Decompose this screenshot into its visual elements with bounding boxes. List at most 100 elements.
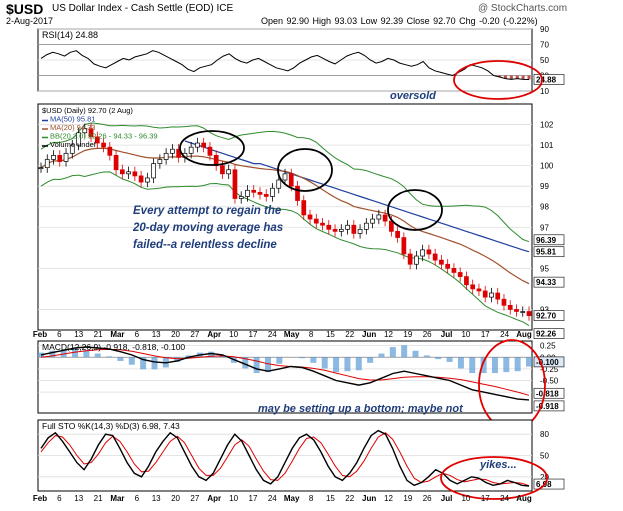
sto-tick-label: 20 xyxy=(540,473,549,482)
x-tick-label-bottom: 22 xyxy=(345,494,354,503)
price-value-label: 94.33 xyxy=(536,278,557,287)
macd-tick-label: -0.25 xyxy=(540,365,559,374)
x-tick-label-price: 13 xyxy=(74,330,83,339)
rsi-tick-label: 70 xyxy=(540,41,549,50)
macd-value-label-box xyxy=(533,387,565,399)
macd-histogram-bar xyxy=(491,357,498,374)
price-candle xyxy=(226,169,232,175)
macd-histogram-bar xyxy=(242,357,249,369)
x-tick-label-bottom: Jun xyxy=(362,494,376,503)
price-annotation-line: 20-day moving average has xyxy=(132,222,283,234)
price-candle xyxy=(119,169,125,175)
x-tick-label-price: Jun xyxy=(362,330,376,339)
price-candle xyxy=(351,224,357,234)
price-candle xyxy=(470,284,476,290)
x-tick-label-bottom: 12 xyxy=(384,494,393,503)
price-candle xyxy=(170,148,175,154)
price-candle xyxy=(332,228,338,232)
price-candle xyxy=(495,292,501,300)
price-candle xyxy=(94,136,100,144)
macd-value-label: -0.818 xyxy=(536,389,559,398)
price-candle xyxy=(501,298,507,306)
x-tick-label-price: 24 xyxy=(500,330,509,339)
macd-tick-label: -0.50 xyxy=(540,376,559,385)
x-tick-label-price: 6 xyxy=(57,330,62,339)
price-annotation-line: Every attempt to regain the xyxy=(133,205,282,217)
price-candle xyxy=(276,179,282,189)
price-candle xyxy=(482,290,488,298)
macd-histogram-bar xyxy=(526,357,532,367)
price-candle xyxy=(507,304,513,310)
x-tick-label-price: 27 xyxy=(190,330,199,339)
x-tick-label-price: 22 xyxy=(345,330,354,339)
price-candle xyxy=(163,152,169,160)
price-tick-label: 99 xyxy=(540,182,549,191)
price-value-label: 92.26 xyxy=(536,330,557,339)
price-candle xyxy=(432,253,438,261)
price-frame xyxy=(37,103,533,331)
ohlc-readout: Open 92.90 High 93.03 Low 92.39 Close 92… xyxy=(261,16,538,26)
macd-value-label-box xyxy=(533,400,565,412)
price-annotation-line: failed--a relentless decline xyxy=(133,239,277,251)
price-value-label-box xyxy=(533,246,565,258)
price-candle xyxy=(295,185,300,201)
macd-histogram-bar xyxy=(151,357,158,370)
price-candle xyxy=(69,144,75,154)
ma50-line xyxy=(184,140,530,253)
sto-tick-label: 50 xyxy=(540,452,549,461)
x-tick-label-bottom: 17 xyxy=(481,494,490,503)
price-legend-entry: Volume undef xyxy=(50,140,97,149)
x-tick-label-price: Feb xyxy=(33,330,47,339)
macd-tick-label: 0.25 xyxy=(540,342,556,351)
price-candle xyxy=(57,155,63,162)
macd-frame xyxy=(37,340,533,414)
price-candle xyxy=(288,173,294,187)
macd-histogram-bar xyxy=(94,353,101,358)
x-tick-label-price: 6 xyxy=(135,330,140,339)
price-tick-label: 98 xyxy=(540,203,549,212)
price-tick-label: 95 xyxy=(540,264,549,273)
macd-histogram-bar xyxy=(412,350,419,358)
macd-histogram-bar xyxy=(457,357,464,369)
price-candle xyxy=(363,222,369,230)
macd-histogram-bar xyxy=(355,357,362,371)
macd-histogram-bar xyxy=(435,357,442,360)
price-candle xyxy=(245,189,250,197)
price-candle xyxy=(126,171,131,175)
macd-histogram-bar xyxy=(378,353,385,358)
macd-histogram-bar xyxy=(264,357,271,373)
price-candle xyxy=(76,132,81,146)
macd-histogram-bar xyxy=(333,357,340,373)
price-candle xyxy=(451,268,457,273)
price-value-label: 92.70 xyxy=(536,312,557,321)
price-candle xyxy=(238,196,244,199)
price-candle xyxy=(151,163,156,179)
macd-histogram-bar xyxy=(423,355,430,358)
price-candle xyxy=(301,200,307,216)
rsi-legend: RSI(14) 24.88 xyxy=(42,30,98,40)
x-tick-label-bottom: Apr xyxy=(207,494,221,503)
chart-date: 2-Aug-2017 xyxy=(6,16,54,26)
price-tick-label: 100 xyxy=(540,162,554,171)
macd-histogram-bar xyxy=(117,357,124,361)
price-candle xyxy=(270,187,275,197)
x-tick-label-price: Mar xyxy=(110,330,124,339)
price-candle xyxy=(313,218,319,224)
macd-histogram-bar xyxy=(38,352,44,358)
price-candle xyxy=(220,165,225,175)
rsi-annotation: oversold xyxy=(390,90,436,102)
price-tick-label: 101 xyxy=(540,141,554,150)
macd-histogram-bar xyxy=(83,349,90,358)
macd-histogram-bar xyxy=(208,351,215,358)
price-candle xyxy=(113,155,119,171)
x-tick-label-bottom: 24 xyxy=(268,494,277,503)
price-candle xyxy=(476,288,482,292)
x-tick-label-price: May xyxy=(284,330,300,339)
macd-value-label: -0.918 xyxy=(536,402,559,411)
price-candle xyxy=(263,194,269,197)
price-candle xyxy=(307,214,313,220)
price-candle xyxy=(526,311,532,316)
price-candle xyxy=(157,159,163,164)
stochastic-panel: 80 50 20 Full STO %K(14,3) %D(3) 6.98, 7.43… xyxy=(37,419,565,500)
